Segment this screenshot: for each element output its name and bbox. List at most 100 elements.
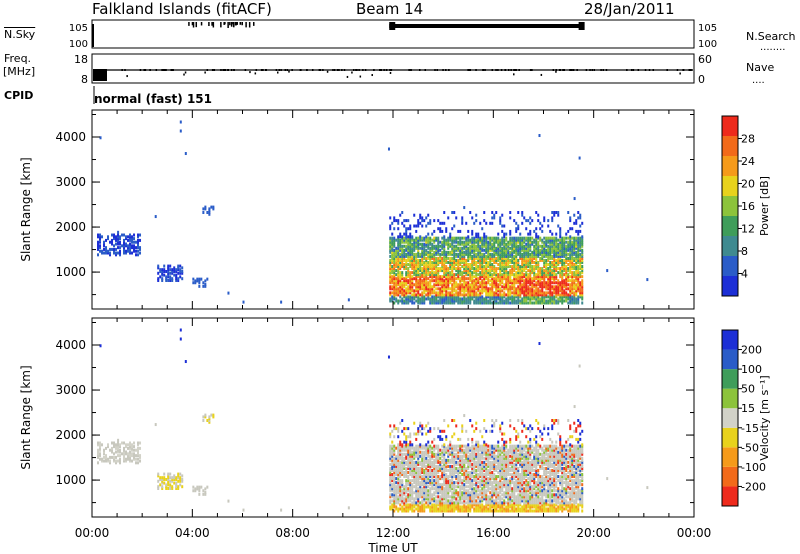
power-cell — [549, 242, 552, 246]
velocity-cell — [419, 485, 422, 489]
velocity-cell — [427, 462, 430, 466]
power-cell — [565, 265, 568, 269]
velocity-cell — [483, 473, 486, 477]
power-cell — [581, 221, 584, 225]
power-cell — [527, 291, 530, 295]
power-cell — [575, 263, 578, 267]
power-cell — [529, 263, 532, 267]
power-cell — [429, 273, 432, 277]
velocity-cell — [469, 473, 472, 477]
velocity-cell — [435, 475, 438, 479]
velocity-cell — [409, 471, 412, 475]
velocity-cell — [489, 450, 492, 454]
power-cell — [491, 254, 494, 258]
nave-trace — [682, 69, 685, 71]
velocity-cell — [459, 458, 462, 462]
power-cell — [459, 256, 462, 260]
power-cell — [573, 267, 576, 271]
power-cell — [435, 263, 438, 267]
power-cell — [533, 277, 536, 281]
velocity-cell — [473, 446, 476, 450]
power-cell — [451, 269, 454, 273]
power-cell — [405, 301, 408, 305]
power-cell — [489, 221, 492, 225]
power-cell — [581, 279, 584, 283]
velocity-cell — [479, 489, 482, 493]
velocity-cell — [461, 427, 464, 431]
velocity-cell — [461, 429, 464, 433]
power-cell — [395, 283, 398, 287]
power-cell — [212, 207, 215, 211]
power-cell — [407, 271, 410, 275]
power-cell — [481, 279, 484, 283]
power-cell — [515, 254, 518, 258]
power-cell — [405, 299, 408, 303]
power-cell — [537, 269, 540, 273]
power-cell — [389, 248, 392, 252]
power-cell — [569, 295, 572, 299]
velocity-cell — [441, 503, 444, 507]
power-cell — [467, 289, 470, 293]
power-cell — [499, 295, 502, 299]
power-cell — [465, 252, 468, 256]
velocity-cell — [459, 491, 462, 495]
power-cell — [491, 293, 494, 297]
velocity-cell — [481, 507, 484, 511]
velocity-cell — [405, 487, 408, 491]
power-cell — [397, 260, 400, 264]
velocity-cell — [455, 481, 458, 485]
power-cell — [105, 249, 108, 253]
power-cell — [523, 244, 526, 248]
velocity-cell — [409, 440, 412, 444]
power-cell — [529, 260, 532, 264]
power-cell — [471, 287, 474, 291]
power-cell — [423, 285, 426, 289]
power-cell — [403, 285, 406, 289]
velocity-cell — [463, 489, 466, 493]
velocity-cell — [397, 499, 400, 503]
power-cell — [455, 254, 458, 258]
power-cell — [154, 215, 157, 219]
power-cell — [181, 266, 184, 270]
power-cell — [507, 273, 510, 277]
power-cell — [133, 249, 136, 253]
velocity-cell — [409, 497, 412, 501]
velocity-cell — [467, 443, 470, 447]
power-cell — [565, 252, 568, 256]
power-cell — [505, 299, 508, 303]
velocity-cell — [417, 509, 420, 513]
power-cell — [539, 267, 542, 271]
power-cell — [509, 279, 512, 283]
power-cell — [415, 293, 418, 297]
power-cell — [411, 248, 414, 252]
velocity-cell — [489, 495, 492, 499]
power-cell — [409, 252, 412, 256]
velocity-cell — [407, 464, 410, 468]
power-cell — [463, 263, 466, 267]
power-cell — [557, 242, 560, 246]
power-cell — [453, 258, 456, 262]
velocity-cell — [415, 471, 418, 475]
velocity-cell — [419, 491, 422, 495]
power-cell — [451, 275, 454, 279]
velocity-cell — [469, 464, 472, 468]
velocity-cell — [399, 475, 402, 479]
velocity-cell — [471, 424, 474, 428]
power-cell — [499, 283, 502, 287]
velocity-cell — [397, 481, 400, 485]
velocity-cell — [429, 475, 432, 479]
velocity-cell — [459, 446, 462, 450]
power-cell — [173, 269, 176, 273]
velocity-cell — [431, 464, 434, 468]
power-cell — [449, 258, 452, 262]
velocity-cell — [417, 489, 420, 493]
power-cell — [507, 297, 510, 301]
power-cell — [483, 244, 486, 248]
power-cell — [135, 240, 138, 244]
velocity-cell — [489, 507, 492, 511]
velocity-cell — [437, 489, 440, 493]
power-cell — [499, 273, 502, 277]
power-cell — [171, 278, 174, 282]
power-cell — [407, 246, 410, 250]
velocity-cell — [453, 495, 456, 499]
